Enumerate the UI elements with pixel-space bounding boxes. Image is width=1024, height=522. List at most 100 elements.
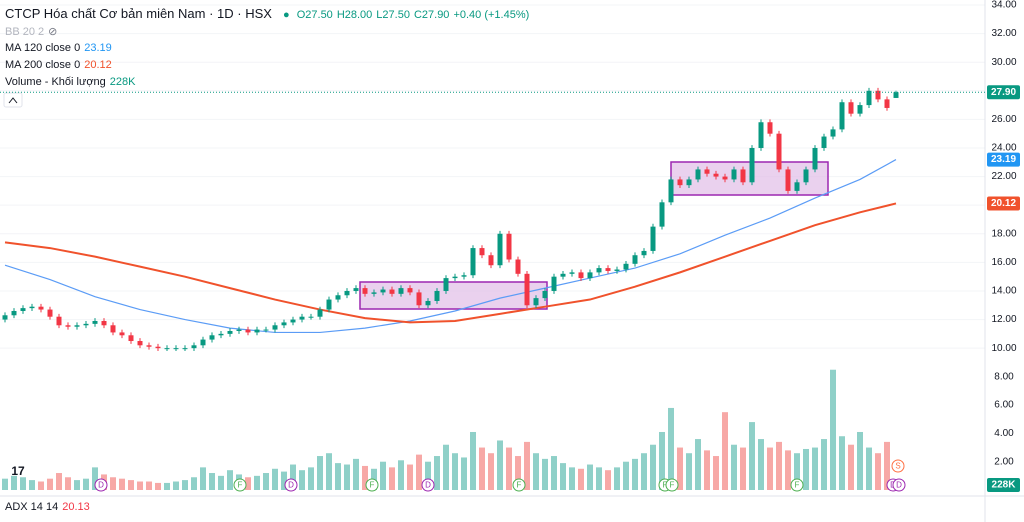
volume-bar [83, 478, 89, 490]
volume-bar [668, 407, 674, 490]
volume-bar [263, 473, 269, 490]
volume-bar [326, 453, 332, 490]
candle-body [281, 322, 287, 326]
volume-bar [803, 448, 809, 490]
volume-bar [299, 470, 305, 490]
candle-body [722, 176, 728, 180]
y-tick-label: 24.00 [991, 143, 1016, 154]
volume-bar [776, 441, 782, 490]
event-marker[interactable] [891, 459, 905, 473]
volume-bar [29, 480, 35, 490]
candle-body [290, 319, 296, 323]
candle-body [677, 179, 683, 186]
indicator-name[interactable]: Volume - Khối lượng [5, 76, 106, 88]
indicator-name[interactable]: MA 120 close 0 [5, 42, 81, 54]
candle-body [65, 325, 71, 327]
y-tick-label: 22.00 [991, 171, 1016, 182]
candle-body [551, 276, 557, 291]
status-dot: ● [283, 9, 290, 21]
candle-body [443, 278, 449, 291]
volume-bar [515, 456, 521, 490]
candle-body [101, 320, 107, 326]
range-box[interactable] [359, 281, 548, 310]
volume-bar [443, 444, 449, 490]
candle-body [398, 288, 404, 294]
volume-bar [524, 441, 530, 490]
volume-bar [551, 456, 557, 490]
indicator-name[interactable]: BB 20 2 [5, 26, 45, 38]
indicator-value: 20.13 [62, 501, 90, 513]
volume-bar [128, 480, 134, 490]
candle-body [587, 272, 593, 279]
event-label: F [370, 481, 375, 490]
svg-text:17: 17 [11, 464, 25, 478]
legend-title-row: CTCP Hóa chất Cơ bản miên Nam · 1D · HSX… [5, 6, 537, 21]
y2-tick-label: 6.00 [994, 400, 1014, 411]
candle-body [875, 90, 881, 100]
ohlc-value: L27.50 [376, 9, 410, 21]
volume-bar [38, 481, 44, 490]
volume-bar [632, 458, 638, 490]
event-label: D [98, 481, 104, 490]
volume-bar [758, 439, 764, 490]
candle-body [452, 276, 458, 279]
legend-row: MA 200 close 0 20.12 [5, 59, 116, 71]
candle-body [146, 345, 152, 347]
symbol-title[interactable]: CTCP Hóa chất Cơ bản miên Nam · 1D · HSX [5, 6, 272, 21]
candle-body [47, 309, 53, 317]
volume-bar [218, 475, 224, 490]
candle-body [524, 273, 530, 306]
event-marker[interactable] [790, 478, 804, 492]
indicator-value: 23.19 [84, 42, 112, 54]
ohlc-value: C27.90 [413, 9, 450, 21]
event-marker[interactable] [421, 478, 435, 492]
event-marker[interactable] [233, 478, 247, 492]
volume-bar [290, 464, 296, 490]
candle-body [803, 169, 809, 183]
volume-bar [542, 458, 548, 490]
event-label: F [670, 481, 675, 490]
volume-bar [380, 461, 386, 490]
volume-bar [344, 464, 350, 490]
event-marker[interactable] [892, 478, 906, 492]
volume-bar [866, 447, 872, 490]
candle-body [632, 255, 638, 264]
candle-body [425, 300, 431, 306]
candle-body [506, 233, 512, 260]
candle-body [38, 306, 44, 310]
tv-logo[interactable]: 17 [6, 462, 30, 482]
candle-body [542, 290, 548, 299]
price-badge [987, 196, 1020, 211]
hide-icon[interactable]: ⊘ [48, 26, 58, 38]
candle-body [407, 288, 413, 293]
indicator-name[interactable]: ADX 14 14 [5, 501, 59, 513]
y2-tick-label: 2.00 [994, 456, 1014, 467]
candle-body [20, 308, 26, 311]
candle-body [767, 122, 773, 134]
y-tick-label: 14.00 [991, 286, 1016, 297]
event-marker[interactable] [665, 478, 679, 492]
event-marker[interactable] [365, 478, 379, 492]
legend-row: Volume - Khối lượng 228K [5, 76, 140, 88]
event-marker[interactable] [94, 478, 108, 492]
indicator-name[interactable]: MA 200 close 0 [5, 59, 81, 71]
event-marker[interactable] [512, 478, 526, 492]
volume-bar [596, 467, 602, 490]
candle-body [308, 316, 314, 318]
volume-bar [425, 461, 431, 490]
candle-body [362, 288, 368, 294]
candle-body [686, 179, 692, 186]
candle-body [794, 182, 800, 191]
volume-bar [569, 467, 575, 490]
volume-bar [830, 369, 836, 490]
volume-bar [146, 481, 152, 490]
volume-bar [461, 457, 467, 490]
candle-body [380, 289, 386, 293]
candle-body [434, 290, 440, 301]
candle-body [416, 292, 422, 306]
volume-bar [452, 453, 458, 490]
candle-body [110, 325, 116, 333]
volume-bar [740, 447, 746, 490]
collapse-button[interactable] [3, 92, 23, 108]
event-marker[interactable] [284, 478, 298, 492]
